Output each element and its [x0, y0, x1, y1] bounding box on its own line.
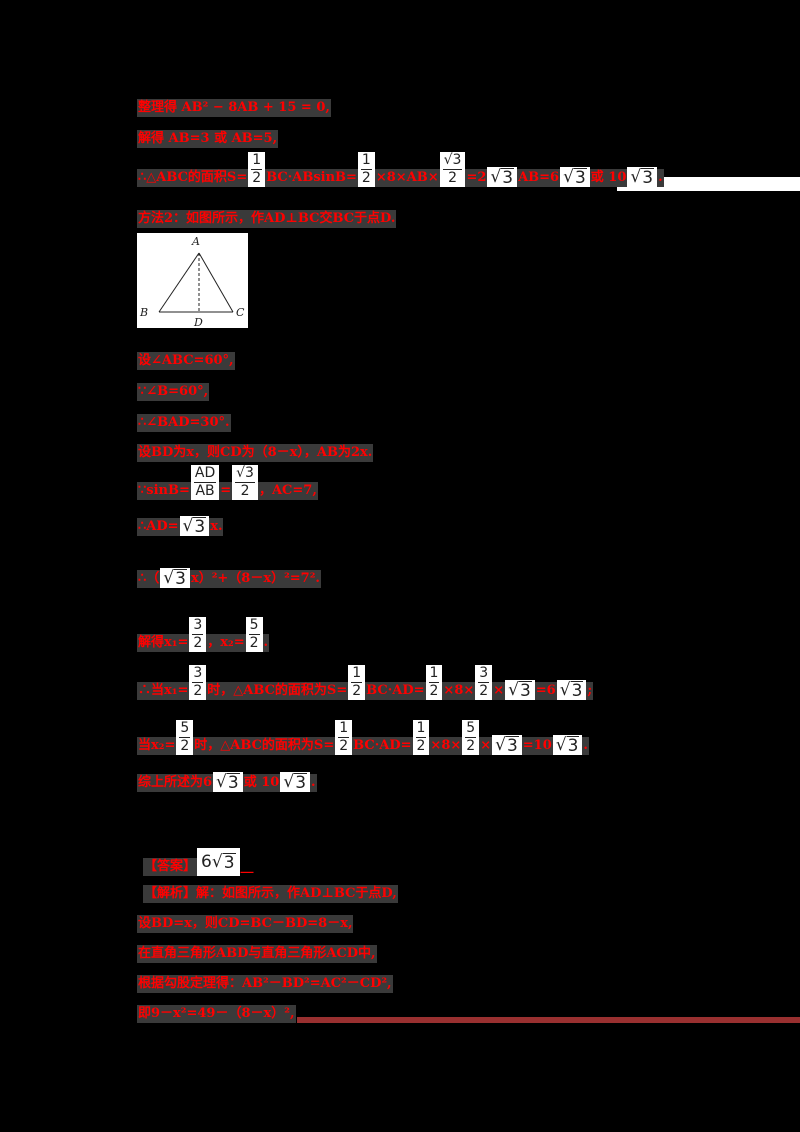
sqrt-3: √ 3 [487, 167, 518, 187]
text-line-pythagoras: ∴（ √ 3 x）²+（8－x）²=7². [137, 568, 321, 589]
text-line-7: ∴∠BAD=30°. [137, 414, 231, 432]
sqrt-3: √ 3 [505, 680, 535, 700]
text-line-6: ∵∠B=60°, [137, 383, 210, 401]
underline-bar [297, 1017, 800, 1023]
text-line-8: 设BD为x，则CD为（8－x），AB为2x. [137, 444, 374, 462]
sqrt-3: √ 3 [552, 735, 583, 755]
sqrt-3: √ 3 [280, 772, 311, 792]
fraction-sqrt3-over-2: √3 2 [232, 465, 258, 500]
text-line-conclusion: 综上所述为6 √ 3 或 10 √ 3 . [137, 772, 317, 793]
sqrt-3: √ 3 [213, 772, 243, 792]
svg-text:A: A [191, 235, 200, 248]
svg-text:B: B [139, 306, 148, 319]
text-line-method2: 方法2：如图所示，作AD⊥BC交BC于点D. [137, 210, 397, 228]
sqrt-3: √ 3 [160, 568, 190, 588]
text-line-19: 在直角三角形ABD与直角三角形ACD中, [137, 945, 377, 963]
text-line-ad: ∴AD= √ 3 x. [137, 516, 224, 537]
analysis-line: 【解析】解：如图所示，作AD⊥BC于点D, [143, 885, 398, 903]
text-line-18: 设BD=x，则CD=BC－BD=8－x, [137, 915, 354, 933]
text-line-20: 根据勾股定理得：AB²－BD²=AC²－CD², [137, 975, 393, 993]
text-line-21: 即9－x²=49－（8－x）², [137, 1005, 296, 1023]
svg-text:D: D [193, 316, 203, 328]
answer-6-sqrt-3: 6 √ 3 [197, 848, 240, 876]
triangle-abc-diagram: A B C D [139, 235, 245, 329]
sqrt-3: √ 3 [627, 167, 658, 187]
triangle-figure: A B C D [137, 233, 248, 329]
sqrt-3: √ 3 [556, 680, 587, 700]
text-line-1: 整理得 AB² − 8AB + 15 = 0, [137, 99, 331, 117]
fraction-ad-over-ab: AD AB [190, 465, 220, 500]
sqrt-3: √ 3 [560, 167, 590, 187]
sqrt-3: √ 3 [492, 735, 522, 755]
text-line-2: 解得 AB=3 或 AB=5, [137, 130, 279, 148]
text-line-sinb: ∵sinB= AD AB = √3 2 ，AC=7, [137, 465, 318, 500]
svg-text:C: C [236, 306, 245, 319]
answer-line: 【答案】 6 √ 3 __ [143, 848, 255, 876]
text-line-5: 设∠ABC=60°, [137, 352, 235, 370]
sqrt-3: √ 3 [179, 516, 210, 536]
fraction-sqrt3-over-2: √3 2 [439, 152, 466, 187]
